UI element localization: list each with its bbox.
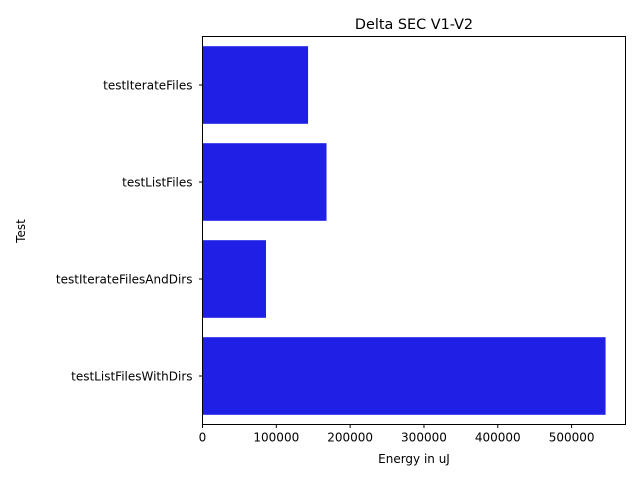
x-tick-label: 100000 [253, 431, 299, 445]
plot-frame [202, 36, 626, 425]
bar-testIterateFiles [202, 46, 309, 124]
bar-testListFilesWithDirs [202, 337, 606, 415]
x-tick-label: 400000 [475, 431, 521, 445]
x-tick-label: 300000 [401, 431, 447, 445]
x-tick-label: 0 [199, 431, 207, 445]
y-tick-label: testListFilesWithDirs [71, 370, 192, 384]
x-tick-label: 200000 [327, 431, 373, 445]
y-axis-title: Test [14, 219, 28, 244]
chart-title: Delta SEC V1-V2 [355, 17, 473, 33]
y-tick-label: testListFiles [122, 176, 192, 190]
bars-group [202, 46, 606, 415]
x-tick-label: 500000 [549, 431, 595, 445]
y-tick-label: testIterateFiles [103, 79, 192, 93]
x-ticks-group: 0 100000 200000 300000 400000 500000 [199, 424, 595, 445]
y-ticks-group: testIterateFiles testListFiles testIterate… [56, 79, 203, 384]
x-axis-title: Energy in uJ [378, 452, 450, 466]
bar-testListFiles [202, 143, 327, 221]
y-tick-label: testIterateFilesAndDirs [56, 273, 193, 287]
bar-testIterateFilesAndDirs [202, 240, 266, 318]
